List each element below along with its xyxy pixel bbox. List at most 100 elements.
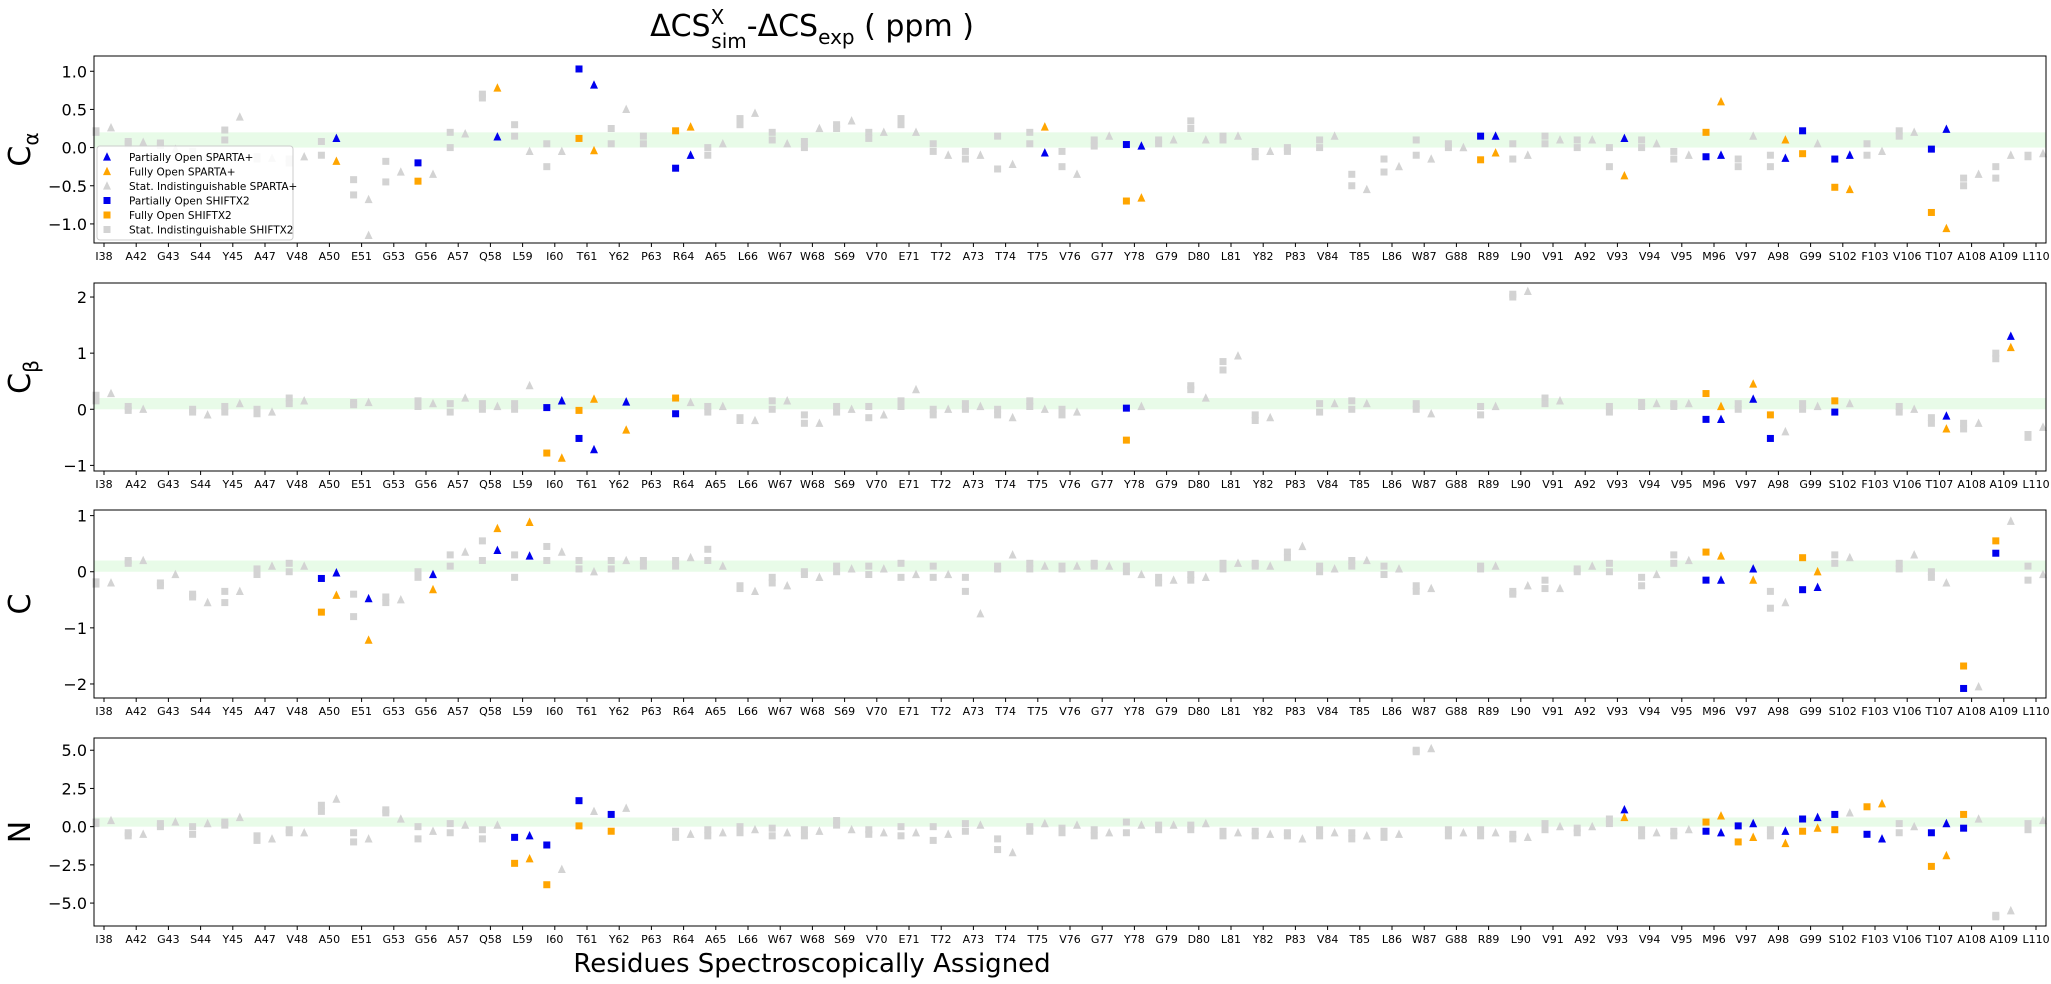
- sparta-marker: [847, 824, 856, 834]
- x-tick-label: L90: [1511, 478, 1531, 491]
- shiftx2-marker: [1283, 548, 1291, 556]
- x-tick-label: V97: [1735, 933, 1757, 946]
- shiftx2-marker: [929, 823, 937, 831]
- shiftx2-marker: [833, 402, 841, 410]
- sparta-marker: [461, 547, 470, 556]
- shiftx2-marker: [736, 115, 744, 123]
- shiftx2-marker: [1090, 142, 1098, 150]
- shiftx2-marker: [800, 826, 808, 834]
- shiftx2-marker: [1412, 405, 1420, 413]
- shiftx2-marker: [446, 551, 454, 559]
- x-tick-label: A73: [963, 478, 985, 491]
- shiftx2-marker: [1799, 815, 1807, 823]
- shiftx2-marker: [1122, 829, 1130, 837]
- x-tick-label: V95: [1671, 933, 1693, 946]
- shiftx2-marker: [800, 571, 808, 579]
- x-tick-label: A50: [319, 705, 341, 718]
- shiftx2-marker: [511, 405, 519, 413]
- shiftx2-marker: [1799, 127, 1807, 135]
- x-tick-label: A50: [319, 250, 341, 263]
- x-tick-label: I60: [546, 705, 563, 718]
- x-tick-label: D80: [1188, 250, 1210, 263]
- sparta-marker: [847, 404, 856, 413]
- sparta-marker: [912, 827, 920, 837]
- shiftx2-marker: [961, 147, 969, 155]
- sparta-marker: [557, 547, 566, 556]
- shiftx2-marker: [189, 823, 197, 831]
- shiftx2-marker: [736, 121, 744, 129]
- x-tick-label: V91: [1542, 250, 1564, 263]
- sparta-marker: [718, 401, 727, 411]
- sparta-marker: [1169, 820, 1178, 829]
- shiftx2-marker: [446, 820, 454, 828]
- x-tick-label: I60: [546, 933, 563, 946]
- shiftx2-marker: [1380, 833, 1388, 841]
- shiftx2-marker: [1702, 415, 1710, 423]
- sparta-marker: [1749, 394, 1758, 403]
- y-tick-label: 1: [77, 507, 87, 526]
- shiftx2-marker: [1155, 579, 1163, 587]
- shiftx2-marker: [478, 537, 486, 545]
- x-tick-label: T75: [1026, 705, 1048, 718]
- x-tick-label: L81: [1221, 705, 1241, 718]
- sparta-marker: [976, 609, 985, 618]
- shiftx2-marker: [1316, 400, 1324, 408]
- shiftx2-marker: [1187, 821, 1195, 829]
- x-tick-label: T74: [994, 250, 1016, 263]
- shiftx2-marker: [1638, 399, 1646, 407]
- shiftx2-marker: [1187, 571, 1195, 579]
- sparta-marker: [332, 156, 341, 165]
- y-tick-label: 0.0: [62, 139, 87, 158]
- sparta-marker: [590, 80, 598, 89]
- shiftx2-marker: [414, 568, 422, 576]
- shiftx2-marker: [1058, 411, 1066, 419]
- sparta-marker: [1974, 814, 1983, 823]
- x-tick-label: V76: [1059, 933, 1081, 946]
- sparta-marker: [1491, 561, 1500, 570]
- shiftx2-marker: [1734, 405, 1742, 413]
- sparta-marker: [2039, 815, 2047, 825]
- shiftx2-marker: [1219, 832, 1227, 840]
- shiftx2-marker: [1348, 397, 1356, 405]
- shiftx2-marker: [1927, 862, 1935, 870]
- shiftx2-marker: [929, 405, 937, 413]
- shiftx2-marker: [350, 590, 358, 598]
- shiftx2-marker: [1541, 820, 1549, 828]
- y-label-sub: β: [19, 360, 43, 373]
- shiftx2-marker: [1219, 136, 1227, 144]
- x-tick-label: L86: [1382, 933, 1402, 946]
- sparta-marker: [139, 137, 148, 146]
- shiftx2-marker: [1251, 411, 1259, 419]
- sparta-marker: [1749, 818, 1758, 828]
- sparta-marker: [1040, 561, 1049, 570]
- x-tick-label: L66: [738, 705, 758, 718]
- sparta-marker: [493, 83, 502, 92]
- sparta-marker: [1105, 131, 1114, 140]
- shiftx2-marker: [672, 833, 680, 841]
- x-tick-label: G77: [1091, 478, 1114, 491]
- shiftx2-marker: [1219, 132, 1227, 140]
- x-tick-label: A98: [1768, 933, 1790, 946]
- sparta-marker: [1910, 127, 1919, 136]
- sparta-marker: [1781, 426, 1790, 436]
- shiftx2-marker: [1895, 559, 1903, 567]
- x-tick-label: R89: [1478, 250, 1500, 263]
- sparta-marker: [1040, 818, 1049, 828]
- shiftx2-marker: [704, 826, 712, 834]
- shiftx2-marker: [350, 613, 358, 621]
- sparta-marker: [429, 169, 437, 178]
- shiftx2-marker: [1509, 293, 1517, 301]
- sparta-marker: [1684, 398, 1693, 408]
- x-tick-label: E51: [351, 933, 372, 946]
- shiftx2-marker: [350, 191, 358, 199]
- x-tick-label: G88: [1445, 933, 1468, 946]
- x-tick-label: V70: [866, 933, 888, 946]
- x-tick-label: P63: [641, 250, 662, 263]
- sparta-marker: [557, 864, 566, 874]
- sparta-marker: [364, 194, 373, 204]
- x-tick-label: A108: [1957, 250, 1986, 263]
- sparta-marker: [525, 831, 534, 840]
- x-tick-label: T107: [1925, 478, 1954, 491]
- x-tick-label: S69: [834, 250, 855, 263]
- shiftx2-marker: [221, 599, 229, 607]
